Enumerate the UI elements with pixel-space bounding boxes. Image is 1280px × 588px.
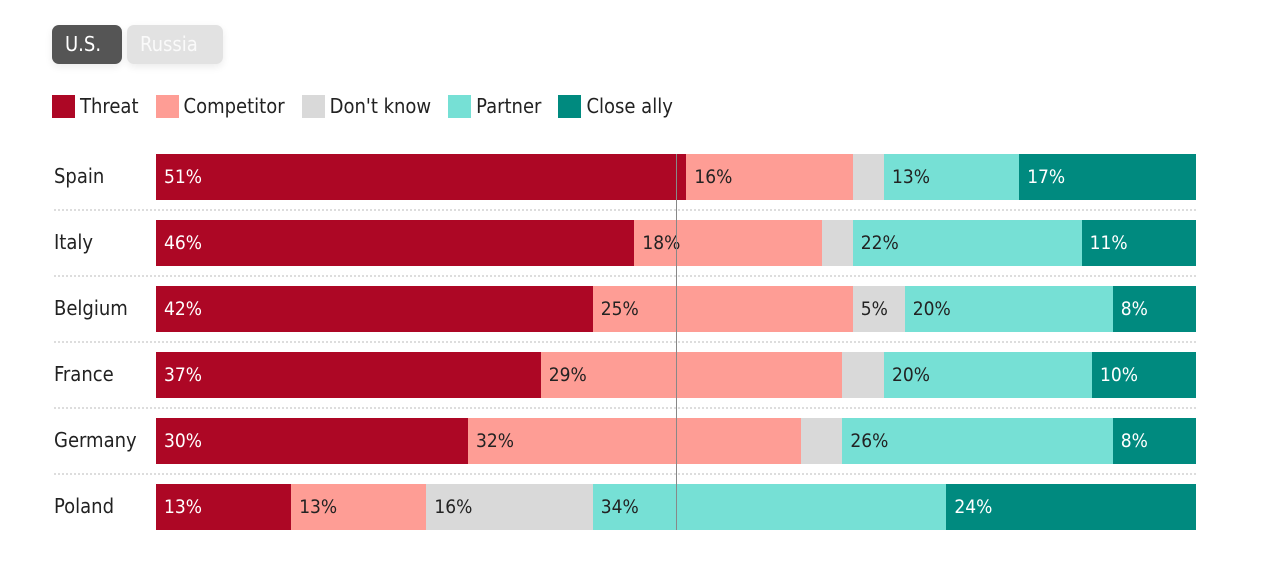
- data-label: 22%: [860, 232, 899, 254]
- bar-segment: [156, 154, 687, 200]
- bar-segment: [686, 154, 853, 200]
- data-label: 42%: [164, 298, 202, 320]
- data-label: 30%: [164, 430, 202, 452]
- bar-segment: [1112, 286, 1196, 332]
- toggle-us[interactable]: U.S.: [52, 25, 122, 64]
- category-label: Belgium: [54, 296, 128, 320]
- bar-segment: [156, 220, 635, 266]
- data-label: 20%: [912, 298, 951, 320]
- bar-segment: [291, 484, 427, 530]
- bar-segment: [904, 286, 1113, 332]
- legend-item: Threat: [52, 94, 139, 118]
- data-label: 37%: [164, 364, 202, 386]
- data-label: 16%: [694, 166, 733, 188]
- bar-segment: [842, 352, 884, 398]
- legend-label: Close ally: [586, 94, 673, 118]
- data-label: 24%: [954, 496, 993, 518]
- legend-item: Competitor: [155, 94, 285, 118]
- bar-segment: [946, 484, 1196, 530]
- legend-swatch: [155, 94, 179, 118]
- category-label: Spain: [54, 164, 105, 188]
- bar-segment: [156, 352, 541, 398]
- bar-segment: [426, 484, 593, 530]
- bar-segment: [852, 154, 884, 200]
- data-label: 17%: [1027, 166, 1066, 188]
- legend-item: Partner: [448, 94, 541, 118]
- toggle-russia[interactable]: Russia: [127, 25, 223, 64]
- data-label: 13%: [299, 496, 338, 518]
- bar-segment: [156, 418, 468, 464]
- legend-label: Don't know: [329, 94, 432, 118]
- data-label: 10%: [1100, 364, 1138, 386]
- bar-segment: [1081, 220, 1196, 266]
- data-label: 16%: [434, 496, 473, 518]
- bar-segment: [592, 484, 947, 530]
- legend-swatch: [301, 94, 325, 118]
- data-label: 26%: [850, 430, 889, 452]
- legend-swatch: [52, 94, 75, 118]
- data-label: 13%: [892, 166, 930, 188]
- legend-swatch: [448, 94, 472, 118]
- row-separator: [54, 407, 1196, 409]
- bar-segment: [842, 418, 1113, 464]
- bar-segment: [852, 220, 1082, 266]
- data-label: 51%: [164, 166, 202, 188]
- category-label: Italy: [54, 230, 94, 254]
- data-label: 20%: [892, 364, 930, 386]
- data-label: 25%: [600, 298, 639, 320]
- legend: Threat Competitor Don't know Partner Close a…: [52, 94, 690, 118]
- bar-segment: [1092, 352, 1196, 398]
- data-label: 13%: [164, 496, 202, 518]
- bar-segment: [540, 352, 843, 398]
- data-label: 8%: [1120, 298, 1148, 320]
- data-label: 8%: [1120, 430, 1148, 452]
- legend-item: Close ally: [558, 94, 673, 118]
- bar-segment: [634, 220, 822, 266]
- bar-segment: [852, 286, 905, 332]
- category-label: Poland: [54, 494, 114, 518]
- reference-line-50: [676, 154, 677, 530]
- row-separator: [54, 473, 1196, 475]
- data-label: 34%: [600, 496, 639, 518]
- bar-segment: [1112, 418, 1196, 464]
- legend-label: Threat: [80, 94, 139, 118]
- bar-segment: [884, 352, 1092, 398]
- row-separator: [54, 275, 1196, 277]
- bar-segment: [156, 286, 593, 332]
- bar-segment: [156, 484, 292, 530]
- row-separator: [54, 209, 1196, 211]
- bar-segment: [821, 220, 853, 266]
- bar-segment: [800, 418, 843, 464]
- row-separator: [54, 341, 1196, 343]
- bar-segment: [468, 418, 801, 464]
- data-label: 46%: [164, 232, 202, 254]
- bar-segment: [592, 286, 853, 332]
- data-label: 5%: [860, 298, 888, 320]
- legend-item: Don't know: [301, 94, 432, 118]
- data-label: 18%: [642, 232, 681, 254]
- category-label: Germany: [54, 428, 137, 452]
- data-label: 29%: [548, 364, 587, 386]
- data-label: 11%: [1089, 232, 1128, 254]
- legend-swatch: [558, 94, 582, 118]
- legend-label: Partner: [476, 94, 542, 118]
- category-label: France: [54, 362, 114, 386]
- bar-segment: [1019, 154, 1196, 200]
- data-label: 32%: [476, 430, 514, 452]
- legend-label: Competitor: [183, 94, 285, 118]
- bar-segment: [884, 154, 1020, 200]
